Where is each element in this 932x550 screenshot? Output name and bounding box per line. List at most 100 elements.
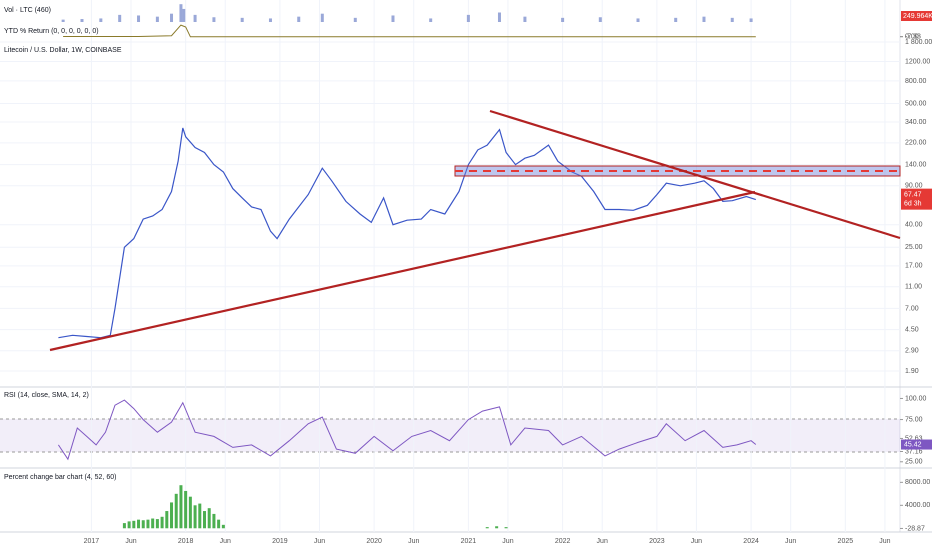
bar <box>485 527 489 529</box>
bar <box>429 18 433 22</box>
bar <box>217 519 221 529</box>
bar <box>151 518 155 529</box>
bar <box>466 14 470 22</box>
x-tick-label: 2024 <box>743 538 759 545</box>
bar <box>141 520 145 529</box>
bar <box>598 17 602 22</box>
panel-title: Vol · LTC (460) <box>4 7 51 14</box>
y-tick-label: 220.00 <box>905 140 927 147</box>
bar <box>268 18 272 22</box>
bar <box>320 13 324 22</box>
bar <box>207 508 211 529</box>
x-tick-label: 2022 <box>555 538 571 545</box>
bar <box>212 17 216 22</box>
y-tick-label: 2.90 <box>905 348 919 355</box>
bar <box>182 8 186 22</box>
x-tick-label: 2020 <box>366 538 382 545</box>
bar <box>188 496 192 529</box>
bar <box>179 4 183 22</box>
bar <box>504 527 508 529</box>
bar <box>212 513 216 529</box>
rsi-label-box <box>901 439 932 450</box>
y-tick-label: 0.00 <box>905 33 919 40</box>
y-tick-label: 17.00 <box>905 263 923 270</box>
panel-title: Litecoin / U.S. Dollar, 1W, COINBASE <box>4 47 122 54</box>
bar <box>749 18 753 22</box>
rsi-last: 45.42 <box>904 441 922 448</box>
bar <box>495 526 499 529</box>
panel-title: YTD % Return (0, 0, 0, 0, 0, 0) <box>4 28 99 35</box>
y-tick-label: 25.00 <box>905 459 923 466</box>
x-tick-label: 2019 <box>272 538 288 545</box>
volume-label: 249.964K <box>903 13 932 20</box>
x-tick-label: Jun <box>502 538 513 545</box>
rsi-band <box>0 419 900 452</box>
bar <box>179 485 183 529</box>
countdown: 6d 3h <box>904 200 922 207</box>
bar <box>118 14 122 22</box>
last-price: 67.47 <box>904 191 922 198</box>
x-tick-label: 2023 <box>649 538 665 545</box>
panel-title: RSI (14, close, SMA, 14, 2) <box>4 392 89 399</box>
series-line <box>63 24 756 38</box>
x-tick-label: Jun <box>597 538 608 545</box>
bar <box>203 511 207 529</box>
series-line <box>58 127 756 339</box>
bar <box>165 511 169 529</box>
y-tick-label: 8000.00 <box>905 479 930 486</box>
x-tick-label: Jun <box>314 538 325 545</box>
x-tick-label: 2018 <box>178 538 194 545</box>
support-trendline <box>49 190 756 352</box>
bar <box>174 493 178 529</box>
x-tick-label: 2025 <box>838 538 854 545</box>
bar <box>137 519 141 529</box>
y-tick-label: 4.50 <box>905 326 919 333</box>
y-tick-label: 75.00 <box>905 416 923 423</box>
y-tick-label: 800.00 <box>905 78 927 85</box>
series-line <box>57 399 757 461</box>
bar <box>61 19 65 22</box>
y-tick-label: 140.00 <box>905 161 927 168</box>
y-tick-label: 25.00 <box>905 244 923 251</box>
bar <box>146 519 150 529</box>
bar <box>80 19 84 22</box>
bar <box>170 502 174 529</box>
bar <box>702 16 706 22</box>
volume-label-box <box>901 11 932 21</box>
bar <box>523 16 527 22</box>
bar <box>170 13 174 22</box>
bar <box>184 490 188 529</box>
resistance-trendline <box>489 109 901 240</box>
plot <box>0 0 900 532</box>
x-tick-label: 2017 <box>84 538 100 545</box>
bar <box>561 17 565 22</box>
panel-title: Percent change bar chart (4, 52, 60) <box>4 474 116 481</box>
bar <box>122 523 126 529</box>
y-tick-label: 1200.00 <box>905 58 930 65</box>
bar <box>353 17 357 22</box>
bar <box>636 18 640 22</box>
y-tick-label: 1.90 <box>905 368 919 375</box>
y-tick-label: 40.00 <box>905 222 923 229</box>
x-tick-label: Jun <box>408 538 419 545</box>
x-tick-label: Jun <box>691 538 702 545</box>
y-tick-label: 52.63 <box>905 435 923 442</box>
x-tick-label: Jun <box>785 538 796 545</box>
y-tick-label: 11.00 <box>905 284 922 291</box>
y-tick-label: 7.00 <box>905 305 919 312</box>
bar <box>497 12 501 22</box>
bar <box>297 16 301 22</box>
y-tick-label: 90.00 <box>905 183 923 190</box>
x-tick-label: Jun <box>879 538 890 545</box>
bar <box>198 503 202 529</box>
bar <box>221 524 225 529</box>
y-tick-label: 37.16 <box>905 448 923 455</box>
bar <box>127 521 131 529</box>
bar <box>160 516 164 529</box>
y-tick-label: 100.00 <box>905 395 927 402</box>
y-tick-label: 500.00 <box>905 100 927 107</box>
y-tick-label: -7.33 <box>905 34 921 41</box>
x-tick-label: 2021 <box>461 538 477 545</box>
